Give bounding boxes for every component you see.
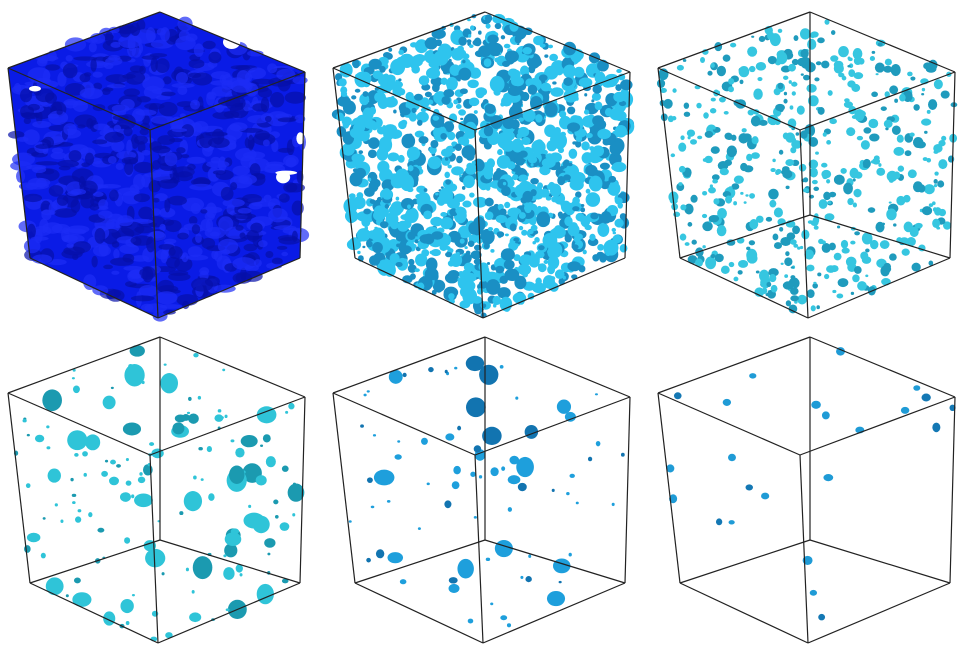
cube-render-4: [7, 336, 306, 644]
cube-panel-1: [0, 0, 325, 325]
cube-panel-6: [650, 325, 975, 650]
cube-render-6: [657, 336, 956, 644]
cube-render-1: [7, 11, 310, 322]
cube-panel-5: [325, 325, 650, 650]
cube-render-3: [656, 11, 958, 319]
cube-panel-3: [650, 0, 975, 325]
cube-panel-2: [325, 0, 650, 325]
cube-render-5: [332, 336, 631, 644]
cube-render-2: [331, 11, 635, 319]
cube-panel-4: [0, 325, 325, 650]
